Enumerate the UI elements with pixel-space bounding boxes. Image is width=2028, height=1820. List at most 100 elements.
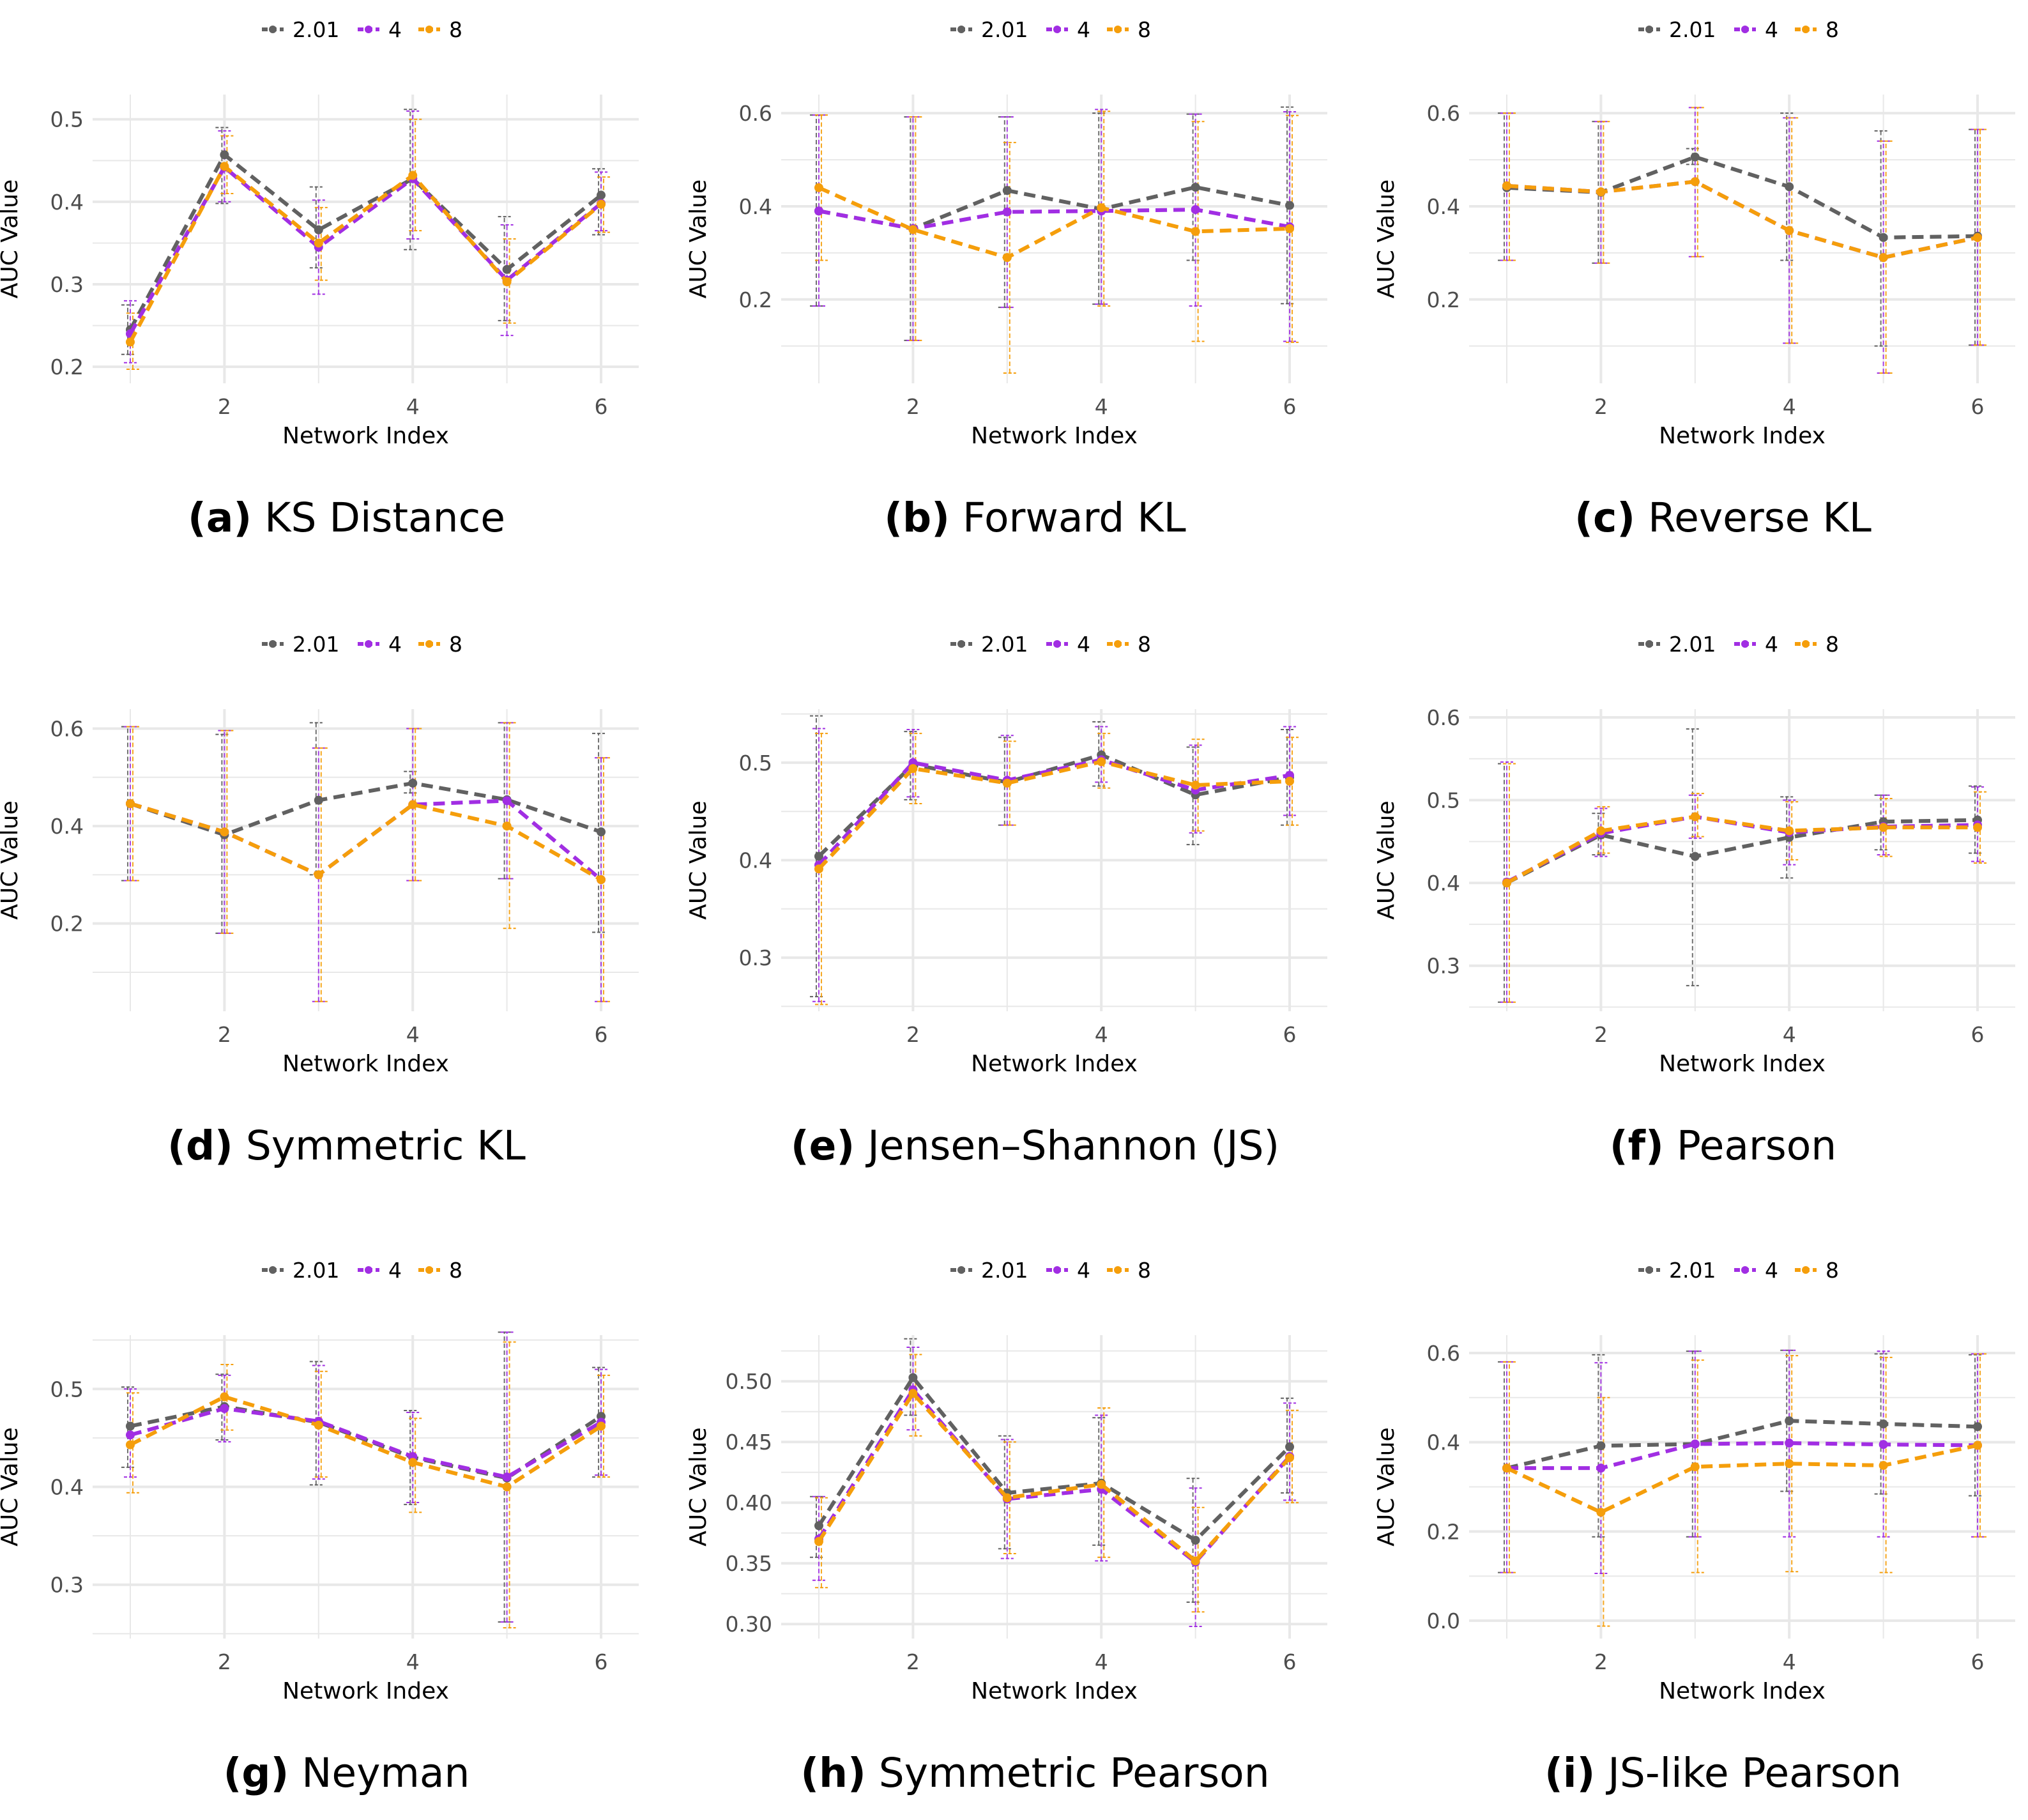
data-point-2.01 — [597, 190, 606, 200]
y-tick-label: 0.3 — [1427, 954, 1460, 979]
x-axis-title: Network Index — [971, 1678, 1138, 1704]
errorbars-8 — [1502, 1353, 1987, 1627]
series-line-8 — [130, 802, 602, 882]
legend-key-point — [1114, 26, 1122, 33]
legend-key-point — [269, 26, 277, 33]
series-line-2.01 — [817, 1375, 1292, 1543]
series-line-2.01 — [130, 781, 602, 837]
x-tick-label: 6 — [1283, 1649, 1297, 1674]
data-point-2.01 — [908, 1373, 918, 1382]
series-line-8 — [1506, 814, 1978, 885]
data-point-8 — [408, 800, 418, 809]
y-tick-label: 0.45 — [726, 1430, 772, 1455]
panel-caption: (a) KS Distance — [188, 494, 505, 541]
data-point-8 — [220, 162, 229, 171]
legend-label: 8 — [449, 1258, 462, 1283]
data-point-8 — [125, 1440, 135, 1449]
panel-letter: (d) — [167, 1122, 233, 1169]
y-tick-label: 0.0 — [1427, 1609, 1460, 1633]
y-tick-label: 0.4 — [50, 814, 84, 839]
data-point-4 — [1002, 207, 1012, 217]
legend-label: 2.01 — [293, 1258, 339, 1283]
legend-label: 8 — [1826, 632, 1839, 657]
legend-key-point — [1114, 640, 1122, 648]
panel-caption: (h) Symmetric Pearson — [800, 1750, 1269, 1796]
legend-key-point — [365, 1266, 372, 1274]
x-tick-label: 6 — [1283, 394, 1297, 419]
y-tick-label: 0.3 — [50, 1573, 84, 1598]
y-tick-label: 0.4 — [50, 1475, 84, 1500]
data-point-8 — [1973, 233, 1983, 242]
legend-label: 8 — [1138, 632, 1151, 657]
y-tick-label: 0.35 — [726, 1551, 772, 1576]
errorbars-2.01 — [121, 722, 606, 934]
data-point-8 — [1879, 1460, 1888, 1470]
x-tick-label: 2 — [1594, 394, 1608, 419]
data-point-2.01 — [314, 225, 323, 234]
data-point-8 — [1785, 1459, 1794, 1469]
data-point-8 — [1502, 181, 1511, 190]
chart-b: 0.2 0.4 0.6 2 4 6 Network Index AUC Value 2.01 4 8… — [685, 17, 1327, 541]
y-tick-label: 0.5 — [1427, 788, 1460, 813]
x-tick-label: 4 — [1095, 1649, 1108, 1674]
data-point-8 — [1596, 826, 1606, 836]
series-line-8 — [818, 186, 1290, 260]
data-point-4 — [1596, 1464, 1606, 1473]
y-tick-label: 0.5 — [739, 751, 772, 776]
errorbars-8 — [814, 111, 1299, 374]
x-tick-label: 4 — [1783, 1022, 1796, 1047]
data-point-4 — [502, 1472, 512, 1482]
legend-label: 2.01 — [1669, 17, 1716, 42]
panel-letter: (e) — [791, 1122, 855, 1169]
legend-key-point — [1741, 26, 1749, 33]
series-line-2.01 — [1506, 818, 1978, 885]
legend-key-point — [1802, 640, 1810, 648]
legend-key-point — [1645, 26, 1653, 33]
legend-key-point — [1053, 1266, 1061, 1274]
legend-label: 8 — [449, 632, 462, 657]
legend-label: 4 — [388, 17, 402, 42]
panel-letter: (h) — [800, 1750, 865, 1796]
data-point-2.01 — [314, 795, 323, 805]
x-tick-label: 4 — [406, 1022, 420, 1047]
legend-key-point — [1741, 1266, 1749, 1274]
y-tick-label: 0.50 — [726, 1369, 772, 1394]
legend-label: 4 — [1077, 17, 1090, 42]
x-tick-label: 2 — [218, 394, 231, 419]
y-axis-title: AUC Value — [1373, 180, 1399, 298]
data-point-8 — [502, 1482, 512, 1492]
chart-f: 0.3 0.4 0.5 0.6 2 4 6 Network Index AUC Value 2.0… — [1373, 632, 2015, 1169]
x-tick-label: 6 — [595, 1649, 608, 1674]
data-point-8 — [1191, 781, 1200, 790]
data-point-2.01 — [408, 778, 418, 788]
panel-letter: (b) — [884, 494, 950, 541]
y-tick-label: 0.2 — [1427, 1519, 1460, 1544]
legend-key-point — [957, 640, 965, 648]
data-point-2.01 — [1285, 201, 1295, 210]
data-point-4 — [1785, 1439, 1794, 1448]
series-line-4 — [817, 758, 1290, 867]
x-tick-label: 6 — [1283, 1022, 1297, 1047]
data-point-8 — [814, 183, 823, 192]
panel-letter: (c) — [1574, 494, 1635, 541]
legend-label: 4 — [1077, 1258, 1090, 1283]
x-tick-label: 2 — [906, 394, 920, 419]
series-line-2.01 — [128, 153, 602, 331]
chart-c: 0.2 0.4 0.6 2 4 6 Network Index AUC Value 2.01 4 8… — [1373, 17, 2015, 541]
data-point-4 — [814, 206, 823, 216]
y-tick-label: 0.2 — [50, 355, 84, 379]
series-line-4 — [128, 165, 602, 335]
errorbars-4 — [1500, 107, 1985, 374]
x-tick-label: 6 — [1971, 394, 1985, 419]
legend-label: 2.01 — [293, 17, 339, 42]
errorbars-2.01 — [121, 1331, 606, 1623]
data-point-8 — [1502, 1464, 1511, 1473]
errorbars-2.01 — [1497, 728, 1982, 1003]
y-axis-title: AUC Value — [685, 180, 712, 298]
x-axis-title: Network Index — [971, 423, 1138, 449]
legend-label: 8 — [449, 17, 462, 42]
y-axis-title: AUC Value — [0, 800, 23, 919]
y-tick-label: 0.5 — [50, 107, 84, 132]
legend-key-point — [1053, 640, 1061, 648]
series-line-4 — [130, 1406, 602, 1480]
